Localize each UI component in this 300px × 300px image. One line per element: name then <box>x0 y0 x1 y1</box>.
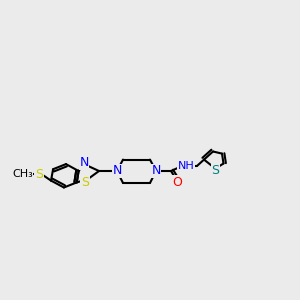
Text: NH: NH <box>178 160 194 171</box>
Text: N: N <box>151 164 161 178</box>
Text: S: S <box>81 176 89 189</box>
Text: N: N <box>79 156 89 169</box>
Text: N: N <box>112 164 122 178</box>
Text: CH₃: CH₃ <box>12 169 33 179</box>
Text: O: O <box>172 176 182 189</box>
Text: S: S <box>35 167 43 181</box>
Text: S: S <box>212 164 219 177</box>
